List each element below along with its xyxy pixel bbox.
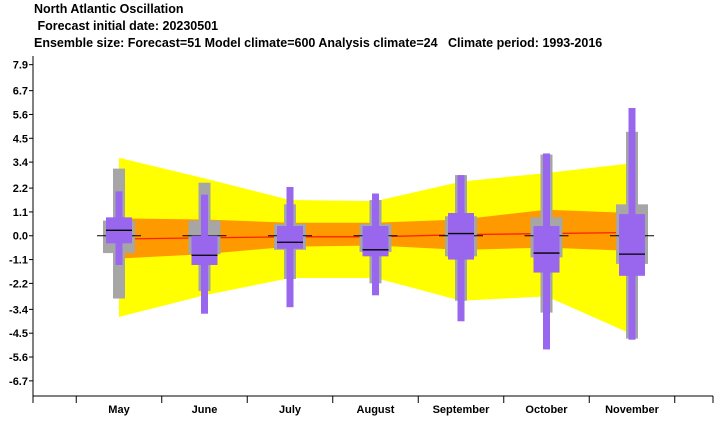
forecast-layer (106, 107, 645, 350)
y-tick-label: -5.6 (9, 352, 28, 364)
y-tick-label: 5.6 (13, 109, 28, 121)
y-tick-label: 3.4 (13, 157, 29, 169)
y-tick-label: 1.1 (13, 207, 28, 219)
chart-subtitle: Forecast initial date: 20230501 (34, 19, 219, 33)
x-tick-label: June (192, 404, 218, 416)
y-tick-label: -1.1 (9, 255, 28, 267)
forecast-box (191, 235, 218, 265)
y-tick-label: 2.2 (13, 183, 28, 195)
chart-info: Ensemble size: Forecast=51 Model climate… (34, 36, 603, 50)
y-tick-label: 4.5 (13, 133, 28, 145)
y-tick-label: 7.9 (13, 60, 28, 72)
forecast-box (533, 226, 560, 273)
forecast-box (448, 213, 474, 260)
x-tick-label: November (605, 404, 660, 416)
x-tick-label: July (279, 404, 302, 416)
forecast-box (619, 214, 645, 276)
x-tick-label: September (433, 404, 491, 416)
chart-title: North Atlantic Oscillation (34, 2, 184, 16)
y-tick-label: 0.0 (13, 231, 28, 243)
y-tick-label: 6.7 (13, 86, 28, 98)
x-tick-label: October (525, 404, 568, 416)
axes-layer: 7.9 6.7 5.6 4.5 3.4 2.2 1.1 0.0 -1.1 -2.2 -3.4 -4.5… (9, 56, 714, 416)
x-tick-label: August (357, 404, 395, 416)
forecast-box (362, 226, 389, 257)
y-tick-label: -4.5 (9, 328, 28, 340)
y-tick-label: -2.2 (9, 278, 28, 290)
y-tick-label: -6.7 (9, 376, 28, 388)
x-tick-label: May (108, 404, 130, 416)
y-tick-label: -3.4 (9, 304, 29, 316)
forecast-box (277, 226, 303, 249)
